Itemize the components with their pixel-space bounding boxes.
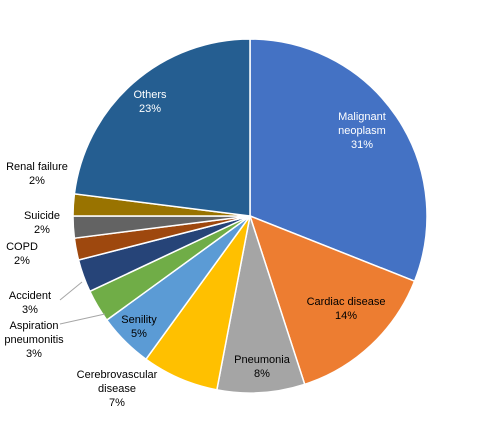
data-label-line: Senility <box>121 314 157 326</box>
data-label-cardiac-disease: Cardiac disease 14% <box>307 296 386 322</box>
data-label-cerebrovascular-disease: Cerebrovascular disease 7% <box>77 369 158 409</box>
data-label-line: 3% <box>26 348 42 360</box>
data-label-pneumonia: Pneumonia 8% <box>234 354 291 380</box>
data-label-line: 5% <box>131 328 147 340</box>
data-label-line: 31% <box>351 139 373 151</box>
leader-line-accident <box>59 281 83 301</box>
data-label-suicide: Suicide 2% <box>24 210 60 236</box>
data-label-renal-failure: Renal failure 2% <box>6 161 68 187</box>
data-label-line: Pneumonia <box>234 354 291 366</box>
data-label-line: Accident <box>9 290 51 302</box>
data-label-line: 3% <box>22 304 38 316</box>
data-label-others: Others 23% <box>133 89 167 115</box>
data-label-line: 23% <box>139 103 161 115</box>
data-label-accident: Accident 3% <box>9 290 51 316</box>
data-label-line: COPD <box>6 241 38 253</box>
pie-slice-pneumonia <box>215 215 306 394</box>
pie-slice-others <box>73 38 251 217</box>
data-label-line: 14% <box>335 310 357 322</box>
data-label-line: pneumonitis <box>4 334 64 346</box>
data-label-senility: Senility 5% <box>121 314 157 340</box>
data-label-aspiration-pneumonitis: Aspiration pneumonitis 3% <box>4 320 64 360</box>
data-label-line: Cerebrovascular <box>77 369 158 381</box>
data-label-line: 7% <box>109 397 125 409</box>
data-label-line: 2% <box>14 255 30 267</box>
leader-line-aspiration-pneumonitis <box>59 313 106 325</box>
data-label-copd: COPD 2% <box>6 241 38 267</box>
data-label-line: 2% <box>29 175 45 187</box>
data-label-line: Cardiac disease <box>307 296 386 308</box>
data-label-line: neoplasm <box>338 125 386 137</box>
pie-slice-malignant-neoplasm <box>249 38 428 283</box>
data-label-line: Aspiration <box>10 320 59 332</box>
data-label-malignant-neoplasm: Malignant neoplasm 31% <box>338 111 386 151</box>
data-label-line: Renal failure <box>6 161 68 173</box>
data-label-line: 2% <box>34 224 50 236</box>
data-label-line: disease <box>98 383 136 395</box>
data-label-line: Malignant <box>338 111 386 123</box>
data-label-line: Others <box>133 89 167 101</box>
data-label-line: 8% <box>254 368 270 380</box>
data-label-line: Suicide <box>24 210 60 222</box>
